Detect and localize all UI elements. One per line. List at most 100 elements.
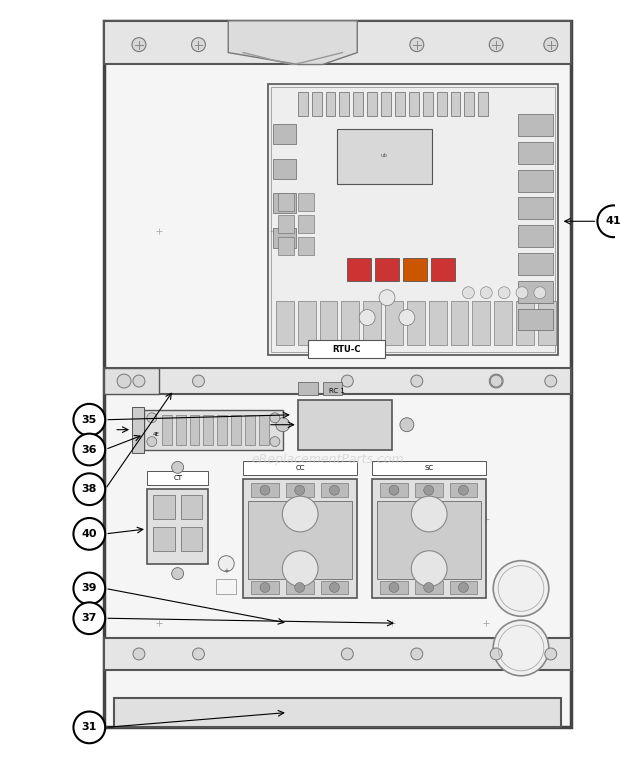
Bar bbox=[175, 415, 185, 445]
Bar bbox=[203, 415, 213, 445]
Bar bbox=[132, 407, 144, 453]
Circle shape bbox=[389, 583, 399, 592]
Bar bbox=[415, 484, 443, 497]
Bar bbox=[278, 237, 294, 255]
Text: 36: 36 bbox=[82, 445, 97, 454]
Bar bbox=[243, 461, 357, 475]
Circle shape bbox=[516, 287, 528, 298]
Circle shape bbox=[260, 485, 270, 495]
Bar bbox=[431, 258, 454, 281]
Bar bbox=[276, 301, 294, 346]
Bar bbox=[518, 281, 553, 303]
Circle shape bbox=[399, 309, 415, 326]
Circle shape bbox=[117, 374, 131, 388]
Bar bbox=[347, 258, 371, 281]
Bar bbox=[450, 484, 477, 497]
Circle shape bbox=[282, 551, 318, 587]
Bar bbox=[190, 415, 200, 445]
Bar bbox=[104, 21, 570, 728]
Bar bbox=[518, 142, 553, 164]
Circle shape bbox=[294, 485, 304, 495]
Bar bbox=[286, 580, 314, 594]
Text: CT: CT bbox=[173, 475, 182, 481]
Bar bbox=[372, 461, 486, 475]
Bar bbox=[308, 340, 385, 358]
Circle shape bbox=[489, 38, 503, 52]
Bar bbox=[423, 92, 433, 116]
Bar bbox=[104, 21, 570, 64]
Bar bbox=[153, 527, 175, 551]
Bar bbox=[339, 92, 349, 116]
Bar bbox=[372, 479, 486, 598]
Circle shape bbox=[133, 375, 145, 387]
Bar bbox=[319, 301, 337, 346]
Bar bbox=[298, 382, 317, 395]
Bar bbox=[428, 301, 446, 346]
Circle shape bbox=[73, 434, 105, 466]
Bar bbox=[326, 92, 335, 116]
Circle shape bbox=[379, 290, 395, 305]
Bar bbox=[538, 301, 556, 346]
Text: RC 1: RC 1 bbox=[329, 388, 345, 394]
Circle shape bbox=[270, 436, 280, 446]
Circle shape bbox=[494, 620, 549, 676]
Bar bbox=[407, 301, 425, 346]
Bar bbox=[451, 92, 461, 116]
Circle shape bbox=[544, 38, 558, 52]
Circle shape bbox=[480, 287, 492, 298]
Bar bbox=[353, 92, 363, 116]
Text: 39: 39 bbox=[82, 584, 97, 594]
Bar bbox=[271, 88, 555, 353]
Polygon shape bbox=[228, 21, 357, 64]
Bar bbox=[248, 501, 352, 578]
Bar bbox=[180, 495, 203, 519]
Bar bbox=[337, 129, 432, 184]
Circle shape bbox=[132, 38, 146, 52]
Circle shape bbox=[193, 648, 205, 660]
Bar bbox=[251, 580, 279, 594]
Bar bbox=[268, 84, 558, 355]
Bar bbox=[494, 301, 512, 346]
Bar bbox=[380, 484, 408, 497]
Text: 35: 35 bbox=[82, 415, 97, 425]
Bar bbox=[278, 194, 294, 212]
Bar bbox=[375, 258, 399, 281]
Circle shape bbox=[73, 518, 105, 549]
Bar bbox=[243, 479, 357, 598]
Circle shape bbox=[410, 38, 423, 52]
Circle shape bbox=[73, 573, 105, 604]
Circle shape bbox=[411, 375, 423, 387]
Circle shape bbox=[545, 648, 557, 660]
Bar bbox=[278, 215, 294, 233]
Circle shape bbox=[463, 287, 474, 298]
Bar bbox=[518, 114, 553, 136]
Text: 41: 41 bbox=[606, 216, 620, 226]
Bar bbox=[251, 484, 279, 497]
Circle shape bbox=[172, 567, 184, 580]
Text: 37: 37 bbox=[82, 613, 97, 623]
Bar bbox=[273, 124, 296, 144]
Circle shape bbox=[494, 560, 549, 616]
Text: ub: ub bbox=[381, 153, 388, 158]
Text: +: + bbox=[223, 567, 229, 574]
Bar bbox=[518, 253, 553, 275]
Bar bbox=[312, 92, 322, 116]
Text: 40: 40 bbox=[82, 529, 97, 539]
Text: CC: CC bbox=[296, 465, 305, 471]
Bar bbox=[321, 580, 348, 594]
Text: eReplacementParts.com: eReplacementParts.com bbox=[251, 453, 404, 466]
Bar bbox=[478, 92, 489, 116]
Circle shape bbox=[192, 38, 205, 52]
Bar bbox=[245, 415, 255, 445]
Bar bbox=[518, 308, 553, 330]
Circle shape bbox=[458, 485, 468, 495]
Bar bbox=[436, 92, 446, 116]
Circle shape bbox=[400, 418, 414, 432]
Circle shape bbox=[260, 583, 270, 592]
Text: 4E: 4E bbox=[153, 432, 159, 437]
Bar bbox=[415, 580, 443, 594]
Circle shape bbox=[389, 485, 399, 495]
Bar bbox=[298, 301, 316, 346]
Circle shape bbox=[342, 648, 353, 660]
Bar bbox=[298, 400, 392, 450]
